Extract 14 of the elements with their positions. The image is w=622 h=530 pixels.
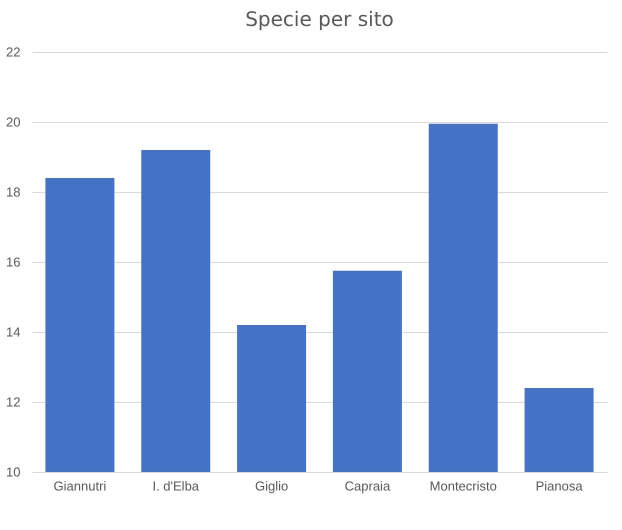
x-tick-label: Pianosa (536, 478, 584, 494)
y-tick-label: 20 (6, 114, 20, 130)
y-tick-label: 12 (6, 394, 20, 410)
x-tick-label: Giglio (254, 478, 288, 494)
y-tick-label: 10 (6, 464, 20, 480)
y-tick-label: 18 (6, 184, 20, 200)
x-tick-label: Capraia (344, 478, 391, 494)
y-tick-label: 22 (6, 44, 20, 60)
x-tick-label: I. d'Elba (152, 478, 200, 494)
chart-title: Specie per sito (245, 7, 394, 31)
y-tick-label: 16 (6, 254, 20, 270)
x-tick-label: Giannutri (54, 478, 106, 494)
x-tick-label: Montecristo (430, 478, 497, 494)
y-tick-label: 14 (6, 324, 20, 340)
